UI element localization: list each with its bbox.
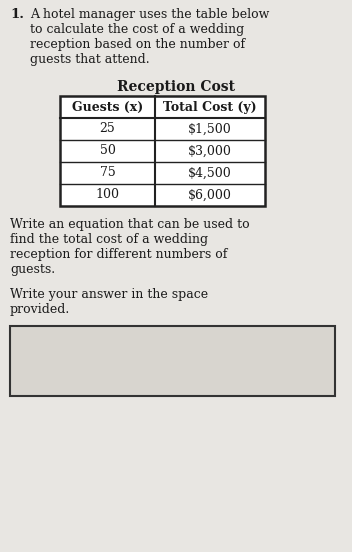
Text: guests that attend.: guests that attend. [30, 53, 150, 66]
Text: $4,500: $4,500 [188, 167, 232, 179]
Text: Total Cost (y): Total Cost (y) [163, 100, 257, 114]
Text: $1,500: $1,500 [188, 123, 232, 135]
Text: guests.: guests. [10, 263, 55, 276]
Text: Reception Cost: Reception Cost [117, 80, 235, 94]
Text: 75: 75 [100, 167, 115, 179]
Text: 25: 25 [100, 123, 115, 135]
Text: $3,000: $3,000 [188, 145, 232, 157]
Text: Write an equation that can be used to: Write an equation that can be used to [10, 218, 250, 231]
Text: Write your answer in the space: Write your answer in the space [10, 288, 208, 301]
Text: A hotel manager uses the table below: A hotel manager uses the table below [30, 8, 269, 21]
Text: 100: 100 [95, 188, 119, 201]
Bar [10, 326, 335, 396]
Text: Guests (x): Guests (x) [72, 100, 143, 114]
Bar [60, 96, 265, 206]
Text: reception based on the number of: reception based on the number of [30, 38, 245, 51]
Text: $6,000: $6,000 [188, 188, 232, 201]
Text: 50: 50 [100, 145, 115, 157]
Text: find the total cost of a wedding: find the total cost of a wedding [10, 233, 208, 246]
Text: provided.: provided. [10, 303, 70, 316]
Text: to calculate the cost of a wedding: to calculate the cost of a wedding [30, 23, 244, 36]
Text: 1.: 1. [10, 8, 24, 21]
Text: reception for different numbers of: reception for different numbers of [10, 248, 227, 261]
Bar [60, 96, 265, 206]
